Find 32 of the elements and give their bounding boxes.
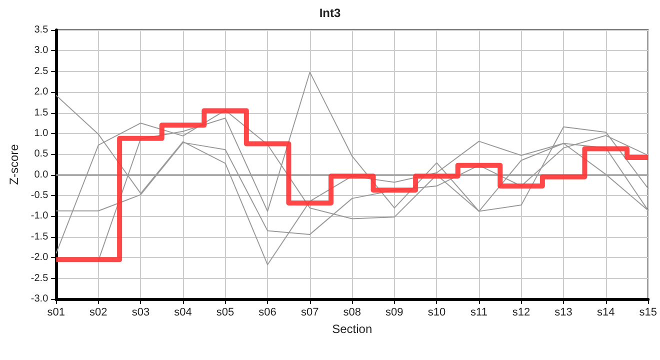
x-tick-label: s12 (512, 306, 530, 318)
y-tick-label: -3.0 (30, 294, 49, 304)
y-tick-label: -0.5 (30, 190, 49, 202)
x-tick-label: s09 (386, 306, 404, 318)
x-tick-label: s01 (47, 306, 66, 318)
x-tick-label: s10 (428, 306, 446, 318)
x-tick-label: s03 (132, 306, 150, 318)
chart-title: Int3 (319, 6, 341, 20)
y-tick-label: 2.5 (34, 66, 49, 77)
y-tick-label: 2.0 (34, 86, 49, 98)
x-tick-label: s13 (554, 306, 572, 318)
x-tick-label: s11 (470, 306, 488, 318)
x-tick-label: s14 (596, 306, 615, 318)
y-tick-label: 0.0 (34, 169, 49, 180)
x-tick-label: s06 (258, 306, 276, 318)
y-tick-label: 1.5 (34, 107, 49, 118)
y-tick-label: -1.0 (30, 210, 49, 222)
y-tick-label: 3.5 (34, 24, 49, 36)
x-axis-title: Section (332, 322, 372, 336)
x-tick-label: s08 (343, 306, 362, 318)
x-tick-label: s04 (174, 306, 192, 318)
y-tick-label: -1.5 (30, 231, 49, 242)
y-tick-label: 0.5 (34, 148, 49, 160)
y-tick-label: -2.5 (30, 272, 49, 284)
x-tick-label: s15 (639, 306, 658, 318)
y-tick-label: 3.0 (34, 45, 49, 56)
y-axis-title: Z-score (7, 144, 21, 185)
x-tick-label: s05 (216, 306, 234, 318)
y-tick-label: 1.0 (34, 128, 49, 139)
x-tick-label: s07 (300, 306, 319, 318)
x-tick-label: s02 (90, 306, 108, 318)
y-tick-label: -2.0 (30, 252, 49, 264)
